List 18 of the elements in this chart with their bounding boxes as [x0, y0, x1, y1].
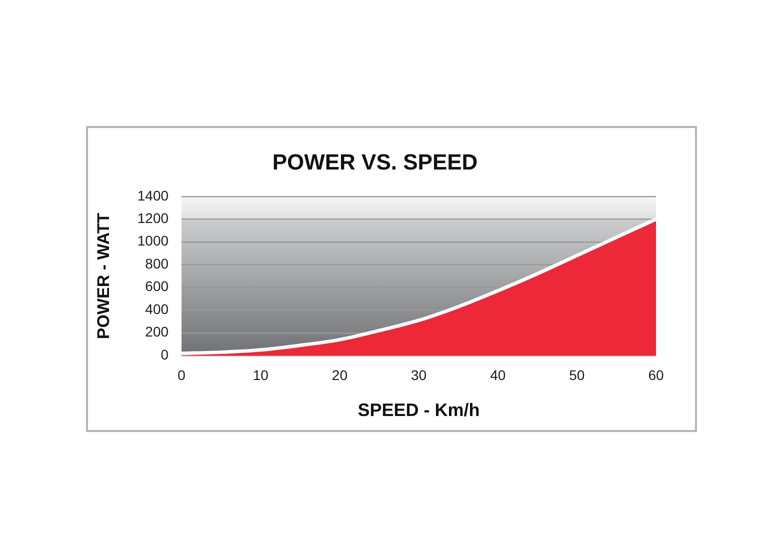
- y-tick-label: 1000: [137, 232, 169, 249]
- x-tick-label: 0: [178, 366, 186, 383]
- x-tick-label: 60: [648, 366, 664, 383]
- x-tick-label: 30: [410, 366, 427, 383]
- x-tick-label: 50: [569, 366, 585, 383]
- x-tick-label: 20: [332, 366, 348, 383]
- y-axis-title: POWER - WATT: [94, 212, 113, 340]
- y-tick-label: 0: [160, 346, 169, 362]
- y-tick-label: 400: [145, 300, 169, 317]
- x-tick-label: 10: [252, 366, 269, 383]
- chart-title: POWER VS. SPEED: [272, 149, 478, 174]
- x-axis-title: SPEED - Km/h: [358, 400, 480, 420]
- y-tick-label: 1400: [137, 187, 169, 204]
- y-tick-label: 800: [145, 255, 169, 272]
- x-tick-label: 40: [490, 366, 506, 383]
- y-tick-label: 1200: [137, 210, 169, 226]
- y-tick-label: 600: [145, 278, 169, 294]
- y-tick-label: 200: [145, 324, 169, 340]
